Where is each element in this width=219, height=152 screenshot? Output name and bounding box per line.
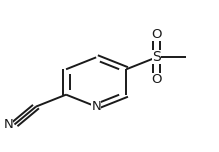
- Text: O: O: [151, 28, 162, 41]
- Text: O: O: [151, 73, 162, 86]
- Text: N: N: [91, 100, 101, 113]
- Text: S: S: [152, 50, 161, 64]
- Text: N: N: [4, 118, 13, 131]
